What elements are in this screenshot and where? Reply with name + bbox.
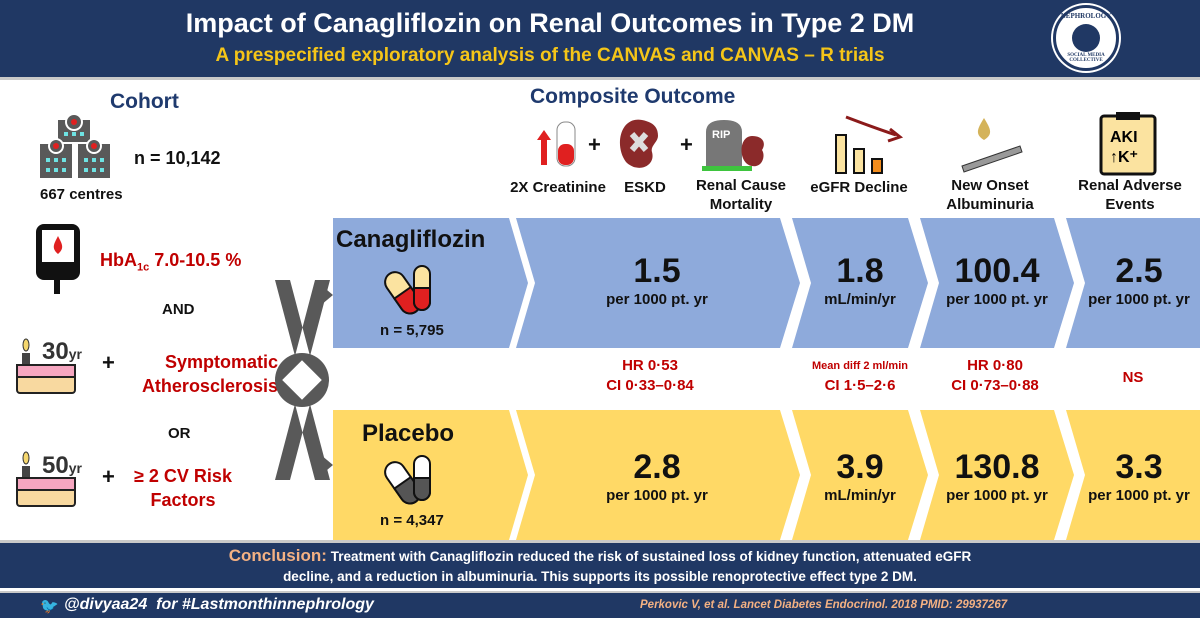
plus-sign: + xyxy=(680,132,693,157)
arm-name: Placebo xyxy=(362,420,455,447)
conclusion-label: Conclusion: xyxy=(228,546,327,565)
conclusion-text: Treatment with Canagliflozin reduced the… xyxy=(330,549,972,564)
kidney-icon xyxy=(619,119,658,168)
value: 2.8 xyxy=(633,448,681,486)
birthday-cake-icon xyxy=(16,451,76,507)
unit: mL/min/yr xyxy=(824,291,896,308)
cohort-title: Cohort xyxy=(110,90,179,113)
or-label: OR xyxy=(168,425,191,442)
value: 2.5 xyxy=(1115,252,1163,290)
cohort-size: n = 10,142 xyxy=(134,148,221,168)
outcome-label: eGFR Decline xyxy=(810,179,908,196)
plus-sign: + xyxy=(102,350,115,375)
birthday-cake-icon xyxy=(16,338,76,394)
value: 1.8 xyxy=(836,252,884,290)
egfr-decline-icon xyxy=(835,115,904,174)
stat-egfr: Mean diff 2 ml/min CI 1·5–2·6 xyxy=(812,360,908,394)
conclusion-banner: Conclusion: Treatment with Canagliflozin… xyxy=(0,540,1200,588)
adverse-events-cell xyxy=(1066,410,1200,540)
adverse-events-cell xyxy=(1066,218,1200,348)
plus-sign: + xyxy=(588,132,601,157)
value: 3.3 xyxy=(1115,448,1163,486)
citation: Perkovic V, et al. Lancet Diabetes Endoc… xyxy=(640,599,1008,611)
value: 1.5 xyxy=(633,252,681,290)
egfr-cell xyxy=(792,410,928,540)
kidney-icon xyxy=(1072,24,1100,52)
criterion-cv-risk: ≥ 2 CV Risk Factors xyxy=(134,466,232,510)
page-subtitle: A prespecified exploratory analysis of t… xyxy=(215,45,885,66)
unit: per 1000 pt. yr xyxy=(606,487,708,504)
outcome-label: New Onset Albuminuria xyxy=(946,177,1034,213)
unit: per 1000 pt. yr xyxy=(946,487,1048,504)
urine-dipstick-icon xyxy=(961,118,1023,173)
pill-capsule-icon xyxy=(384,265,431,315)
outcome-label: Renal Cause Mortality xyxy=(695,177,787,213)
albuminuria-cell xyxy=(920,410,1074,540)
twitter-handle[interactable]: @divyaa24 for #Lastmonthinnephrology xyxy=(64,596,374,613)
clipboard-icon: AKI ↑K⁺ xyxy=(1099,112,1157,176)
unit: per 1000 pt. yr xyxy=(1088,487,1190,504)
hba1c-criterion: HbA1c 7.0-10.5 % xyxy=(100,250,242,274)
header-banner: Impact of Canagliflozin on Renal Outcome… xyxy=(0,0,1200,80)
albuminuria-cell xyxy=(920,218,1074,348)
nephrology-logo: NEPHROLOGY SOCIAL MEDIA COLLECTIVE xyxy=(1053,5,1119,71)
svg-text:RIP: RIP xyxy=(712,129,730,141)
age-50: 50yr xyxy=(42,452,82,479)
test-tube-icon xyxy=(537,121,576,167)
outcome-label: ESKD xyxy=(624,179,666,196)
randomization-arrows-icon xyxy=(275,280,333,480)
hospital-icon xyxy=(40,113,110,178)
composite-outcome-title: Composite Outcome xyxy=(530,85,736,108)
glucose-meter-icon xyxy=(36,224,80,294)
age-30: 30yr xyxy=(42,338,82,365)
value: 100.4 xyxy=(954,252,1040,290)
criterion-atherosclerosis: Symptomatic Atherosclerosis xyxy=(141,352,278,396)
composite-cell xyxy=(516,218,800,348)
egfr-cell xyxy=(792,218,928,348)
arm-n: n = 5,795 xyxy=(380,322,444,339)
unit: per 1000 pt. yr xyxy=(1088,291,1190,308)
twitter-icon: 🐦 xyxy=(40,598,59,615)
centres-count: 667 centres xyxy=(40,186,123,203)
plus-sign: + xyxy=(102,464,115,489)
stat-albuminuria: HR 0·80 CI 0·73–0·88 xyxy=(951,357,1039,394)
arm-n: n = 4,347 xyxy=(380,512,444,529)
credits-bar: 🐦 @divyaa24 for #Lastmonthinnephrology P… xyxy=(0,591,1200,618)
stat-composite: HR 0·53 CI 0·33–0·84 xyxy=(606,357,694,394)
unit: mL/min/yr xyxy=(824,487,896,504)
outcome-label: Renal Adverse Events xyxy=(1078,177,1182,213)
value: 3.9 xyxy=(836,448,884,486)
stat-adverse-events: NS xyxy=(1122,369,1144,386)
tombstone-icon: RIP xyxy=(702,120,764,171)
svg-text:↑K⁺: ↑K⁺ xyxy=(1110,149,1138,166)
page-title: Impact of Canagliflozin on Renal Outcome… xyxy=(185,8,915,38)
arm-name: Canagliflozin xyxy=(336,226,486,253)
conclusion-text: decline, and a reduction in albuminuria.… xyxy=(283,569,917,584)
value: 130.8 xyxy=(954,448,1040,486)
pill-capsule-icon xyxy=(384,455,431,505)
outcome-label: 2X Creatinine xyxy=(510,179,606,196)
unit: per 1000 pt. yr xyxy=(946,291,1048,308)
and-label: AND xyxy=(162,301,195,318)
unit: per 1000 pt. yr xyxy=(606,291,708,308)
composite-cell xyxy=(516,410,800,540)
svg-text:AKI: AKI xyxy=(1110,129,1138,146)
